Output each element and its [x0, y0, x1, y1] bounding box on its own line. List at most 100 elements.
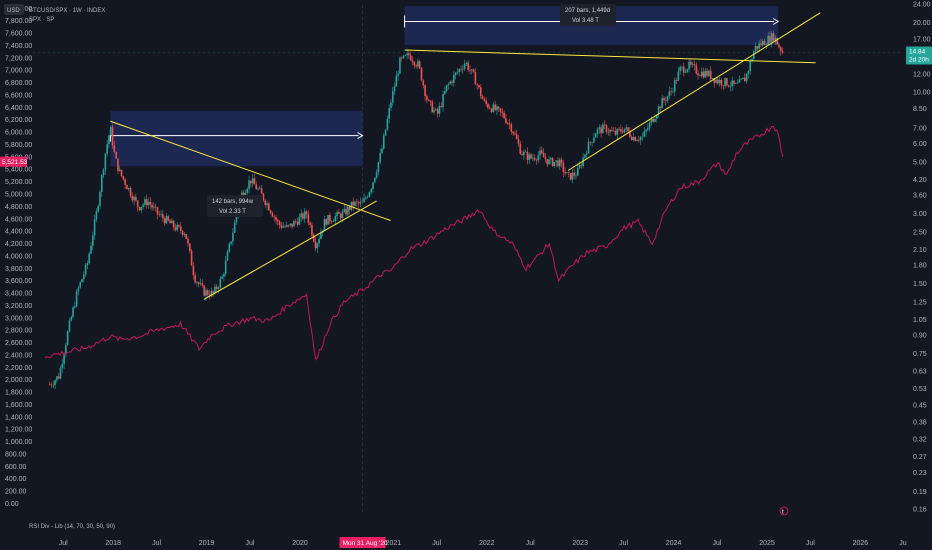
candle-body[interactable] — [546, 159, 549, 165]
candle-body[interactable] — [413, 61, 416, 66]
candle-body[interactable] — [409, 55, 412, 61]
candle-body[interactable] — [512, 131, 514, 134]
candle-body[interactable] — [490, 108, 493, 112]
candle-body[interactable] — [63, 354, 65, 364]
candle-body[interactable] — [627, 127, 629, 132]
candle-body[interactable] — [638, 140, 640, 141]
candle-body[interactable] — [117, 158, 119, 171]
candle-body[interactable] — [151, 204, 153, 208]
candle-body[interactable] — [111, 126, 114, 146]
candle-body[interactable] — [456, 71, 459, 73]
candle-body[interactable] — [142, 204, 144, 207]
candle-body[interactable] — [542, 153, 545, 158]
candle-body[interactable] — [226, 251, 229, 261]
candle-body[interactable] — [136, 200, 139, 208]
candle-body[interactable] — [381, 148, 383, 154]
candle-body[interactable] — [664, 100, 667, 101]
candle-body[interactable] — [713, 78, 716, 83]
trendline[interactable] — [203, 200, 377, 300]
candle-body[interactable] — [377, 162, 380, 173]
candle-body[interactable] — [201, 283, 204, 286]
candle-body[interactable] — [440, 106, 443, 107]
candle-body[interactable] — [320, 232, 322, 239]
candle-body[interactable] — [567, 172, 570, 174]
candle-body[interactable] — [341, 211, 344, 219]
candle-body[interactable] — [760, 43, 762, 46]
candle-body[interactable] — [426, 96, 428, 100]
candle-body[interactable] — [268, 203, 270, 211]
candle-body[interactable] — [700, 71, 703, 76]
candle-body[interactable] — [262, 193, 265, 201]
candle-body[interactable] — [248, 180, 250, 189]
candle-body[interactable] — [742, 77, 744, 79]
candle-body[interactable] — [391, 91, 394, 103]
candle-body[interactable] — [625, 127, 628, 129]
candle-body[interactable] — [402, 55, 405, 59]
candle-body[interactable] — [215, 286, 218, 289]
candle-body[interactable] — [472, 69, 475, 73]
candle-body[interactable] — [666, 96, 669, 101]
candle-body[interactable] — [603, 124, 606, 126]
candle-body[interactable] — [325, 219, 328, 225]
candle-body[interactable] — [296, 221, 299, 225]
candle-body[interactable] — [519, 143, 522, 155]
candle-body[interactable] — [573, 172, 575, 176]
candle-body[interactable] — [318, 238, 320, 244]
candle-body[interactable] — [359, 201, 362, 204]
candle-body[interactable] — [598, 127, 601, 130]
candle-body[interactable] — [293, 221, 295, 227]
candle-body[interactable] — [354, 201, 356, 206]
candle-body[interactable] — [761, 40, 764, 46]
candle-body[interactable] — [126, 185, 128, 190]
candle-body[interactable] — [298, 217, 301, 225]
candle-body[interactable] — [269, 210, 272, 213]
candle-body[interactable] — [144, 199, 146, 205]
candle-body[interactable] — [75, 291, 78, 307]
candle-body[interactable] — [287, 225, 290, 226]
candle-body[interactable] — [496, 106, 498, 111]
candle-body[interactable] — [372, 182, 374, 190]
candle-body[interactable] — [632, 137, 635, 140]
candle-body[interactable] — [469, 69, 471, 71]
candle-body[interactable] — [514, 133, 516, 135]
candle-body[interactable] — [233, 222, 236, 233]
candle-series[interactable] — [48, 31, 784, 390]
candle-body[interactable] — [647, 128, 649, 130]
candle-body[interactable] — [386, 118, 389, 130]
candle-body[interactable] — [246, 188, 249, 193]
candle-body[interactable] — [670, 91, 672, 93]
candle-body[interactable] — [187, 238, 189, 244]
candle-body[interactable] — [436, 109, 439, 114]
candle-body[interactable] — [695, 65, 698, 74]
candle-body[interactable] — [334, 216, 337, 222]
candle-body[interactable] — [571, 172, 574, 180]
candle-body[interactable] — [521, 154, 523, 156]
candle-body[interactable] — [251, 178, 254, 184]
candle-body[interactable] — [711, 78, 714, 79]
candle-body[interactable] — [350, 201, 353, 210]
candle-body[interactable] — [70, 317, 73, 321]
candle-body[interactable] — [575, 175, 577, 177]
candle-body[interactable] — [776, 37, 778, 45]
candle-body[interactable] — [165, 216, 168, 224]
candle-body[interactable] — [431, 101, 434, 113]
candle-body[interactable] — [673, 80, 676, 92]
candle-body[interactable] — [305, 211, 308, 215]
candle-body[interactable] — [228, 243, 231, 252]
candle-body[interactable] — [462, 68, 464, 70]
candle-body[interactable] — [616, 128, 619, 135]
candle-body[interactable] — [203, 285, 205, 296]
candle-body[interactable] — [467, 62, 469, 70]
candle-body[interactable] — [479, 87, 482, 97]
candle-body[interactable] — [614, 130, 617, 135]
candle-body[interactable] — [433, 109, 435, 113]
candle-body[interactable] — [210, 291, 213, 297]
candle-body[interactable] — [774, 37, 777, 41]
candle-body[interactable] — [176, 224, 179, 231]
candle-body[interactable] — [95, 211, 98, 220]
candle-body[interactable] — [420, 67, 423, 81]
candle-body[interactable] — [415, 65, 417, 67]
candle-body[interactable] — [190, 250, 193, 266]
candle-body[interactable] — [65, 344, 67, 355]
candle-body[interactable] — [562, 163, 565, 172]
